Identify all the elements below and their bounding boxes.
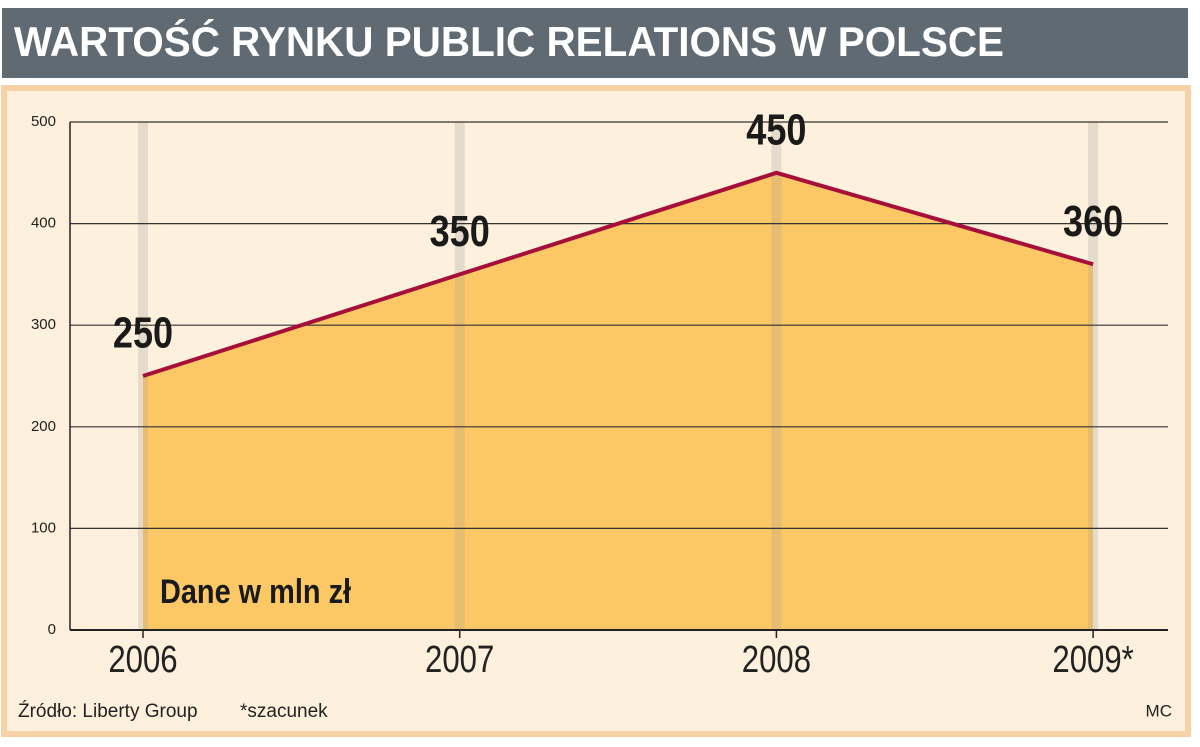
area-fill [143, 172, 1094, 631]
title-bar [2, 8, 1188, 78]
credit: MC [1146, 701, 1172, 720]
y-tick-label: 100 [31, 519, 56, 536]
value-label: 450 [746, 105, 806, 154]
x-tick-label: 2007 [425, 639, 494, 681]
value-label: 350 [430, 207, 490, 256]
category-band [454, 122, 465, 630]
x-tick-label: 2008 [742, 639, 811, 681]
plot-area: 0 100 200 300 400 500 2006 250 2007 350 2008 450 200… [31, 105, 1168, 681]
x-tick-label: 2009* [1052, 639, 1133, 681]
y-tick-label: 0 [48, 621, 56, 638]
y-tick-label: 200 [31, 418, 56, 435]
note: *szacunek [240, 701, 328, 722]
value-label: 360 [1063, 196, 1123, 245]
y-tick-label: 500 [31, 113, 56, 130]
source: Źródło: Liberty Group [18, 701, 198, 722]
y-tick-label: 300 [31, 316, 56, 333]
line [142, 170, 1094, 378]
category-band [1088, 122, 1099, 630]
value-label: 250 [113, 308, 173, 357]
annotation: Dane w mln zł [160, 572, 351, 611]
x-tick-label: 2006 [108, 639, 177, 681]
chart-title: WARTOŚĆ RYNKU PUBLIC RELATIONS W POLSCE [14, 17, 1004, 65]
y-tick-label: 400 [31, 215, 56, 232]
category-band [771, 122, 782, 630]
